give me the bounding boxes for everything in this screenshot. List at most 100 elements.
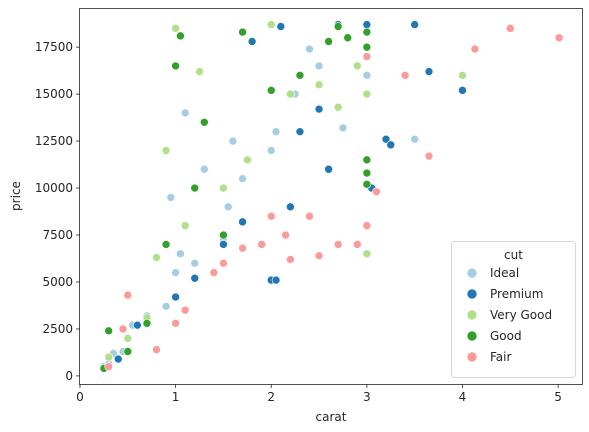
point-premium — [171, 292, 180, 302]
point-good — [295, 71, 305, 80]
point-fair — [281, 230, 290, 240]
plot-frame — [79, 8, 583, 385]
point-good — [190, 183, 200, 193]
y-tick-label: 0 — [65, 369, 73, 383]
point-premium — [362, 20, 372, 29]
point-premium — [271, 275, 281, 285]
point-ideal — [166, 193, 176, 202]
point-good — [104, 326, 113, 336]
point-fair — [286, 255, 295, 264]
point-ideal — [228, 136, 238, 146]
point-fair — [333, 240, 343, 249]
point-good — [219, 230, 228, 240]
point-fair — [352, 240, 362, 249]
point-ideal — [305, 44, 314, 54]
point-fair — [180, 305, 190, 315]
legend-box — [451, 241, 576, 378]
point-good — [362, 168, 372, 178]
point-ideal — [161, 302, 171, 311]
legend: cut Ideal Premium Very Good Good Fair — [451, 241, 576, 378]
point-fair — [505, 24, 515, 33]
point-fair — [372, 187, 381, 197]
point-fair — [118, 324, 128, 334]
point-premium — [381, 134, 391, 144]
point-very-good — [219, 183, 228, 193]
point-good — [200, 117, 209, 127]
point-fair — [123, 290, 133, 300]
point-good — [238, 27, 247, 37]
point-premium — [458, 86, 467, 95]
point-fair — [362, 52, 372, 61]
x-axis-label: carat — [316, 410, 347, 424]
point-fair — [554, 33, 564, 43]
x-tick-label: 3 — [363, 390, 371, 404]
point-fair — [266, 211, 276, 221]
point-ideal — [271, 127, 281, 136]
point-fair — [257, 240, 266, 249]
point-very-good — [104, 352, 113, 362]
point-premium — [324, 164, 333, 174]
point-good — [362, 42, 372, 52]
y-tick-label: 2500 — [42, 322, 73, 336]
point-good — [266, 86, 276, 95]
point-premium — [295, 127, 305, 136]
point-good — [161, 240, 171, 249]
point-very-good — [286, 89, 295, 99]
y-tick-label: 15000 — [35, 87, 73, 101]
point-fair — [171, 319, 180, 328]
point-ideal — [200, 164, 209, 174]
legend-marker-very-good — [466, 309, 478, 321]
y-axis-label: price — [9, 181, 23, 211]
point-premium — [238, 217, 247, 227]
point-ideal — [223, 202, 233, 212]
point-fair — [400, 71, 410, 80]
point-fair — [104, 362, 113, 371]
point-ideal — [410, 134, 419, 144]
legend-label-very-good: Very Good — [490, 308, 552, 322]
point-premium — [286, 202, 295, 212]
x-tick-label: 2 — [267, 390, 275, 404]
point-ideal — [362, 71, 372, 80]
point-fair — [314, 251, 324, 260]
point-very-good — [352, 61, 362, 71]
point-premium — [424, 67, 434, 76]
point-premium — [133, 320, 142, 330]
point-ideal — [314, 61, 324, 71]
point-very-good — [195, 67, 204, 76]
y-tick-label: 10000 — [35, 181, 73, 195]
y-tick-label: 7500 — [42, 228, 73, 242]
x-axis: 0 1 2 3 4 5 — [76, 384, 562, 404]
point-very-good — [362, 89, 372, 99]
point-premium — [410, 20, 419, 29]
point-very-good — [171, 24, 180, 33]
point-good — [176, 31, 185, 41]
point-premium — [386, 140, 396, 150]
point-very-good — [161, 146, 171, 155]
point-good — [362, 155, 372, 165]
point-premium — [219, 240, 228, 249]
point-good — [362, 179, 372, 189]
point-ideal — [176, 249, 185, 259]
point-very-good — [180, 221, 190, 230]
point-ideal — [338, 123, 348, 133]
point-fair — [238, 243, 247, 253]
point-very-good — [333, 102, 343, 112]
point-premium — [190, 273, 200, 283]
legend-entries: Ideal Premium Very Good Good Fair — [466, 266, 552, 364]
point-good — [171, 61, 180, 71]
point-very-good — [458, 71, 467, 80]
legend-title: cut — [504, 248, 523, 262]
point-ideal — [171, 268, 180, 277]
point-premium — [314, 104, 324, 114]
legend-marker-premium — [466, 288, 478, 300]
point-ideal — [190, 258, 200, 268]
point-very-good — [243, 155, 252, 165]
point-very-good — [266, 20, 276, 29]
point-very-good — [123, 334, 133, 343]
y-tick-label: 17500 — [35, 40, 73, 54]
point-premium — [276, 22, 286, 31]
point-very-good — [362, 249, 372, 259]
legend-marker-ideal — [466, 267, 478, 279]
y-tick-label: 5000 — [42, 275, 73, 289]
